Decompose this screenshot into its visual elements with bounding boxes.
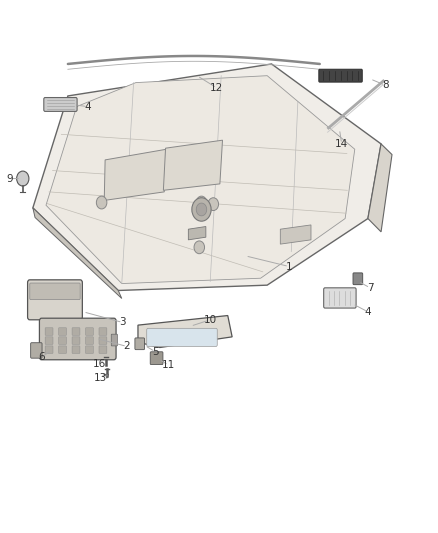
Text: 11: 11 xyxy=(162,360,175,370)
PathPatch shape xyxy=(33,64,381,290)
FancyBboxPatch shape xyxy=(85,328,93,335)
Text: 4: 4 xyxy=(364,307,371,317)
Text: 6: 6 xyxy=(38,352,45,362)
FancyBboxPatch shape xyxy=(59,328,67,335)
FancyBboxPatch shape xyxy=(45,346,53,353)
FancyBboxPatch shape xyxy=(44,98,77,111)
Text: 12: 12 xyxy=(210,83,223,93)
Circle shape xyxy=(196,203,207,216)
FancyBboxPatch shape xyxy=(353,273,363,285)
PathPatch shape xyxy=(188,227,206,240)
FancyBboxPatch shape xyxy=(72,328,80,335)
PathPatch shape xyxy=(46,76,355,284)
Circle shape xyxy=(196,196,207,209)
FancyBboxPatch shape xyxy=(45,337,53,344)
Text: 4: 4 xyxy=(84,102,91,111)
FancyBboxPatch shape xyxy=(59,337,67,344)
Circle shape xyxy=(96,196,107,209)
PathPatch shape xyxy=(104,149,166,200)
PathPatch shape xyxy=(33,208,122,298)
FancyBboxPatch shape xyxy=(150,352,163,365)
Text: 5: 5 xyxy=(152,347,159,357)
Text: 9: 9 xyxy=(6,174,13,183)
FancyBboxPatch shape xyxy=(99,337,107,344)
Circle shape xyxy=(192,198,211,221)
FancyBboxPatch shape xyxy=(99,346,107,353)
FancyBboxPatch shape xyxy=(31,343,42,358)
Circle shape xyxy=(17,171,29,186)
PathPatch shape xyxy=(138,316,232,348)
Text: 8: 8 xyxy=(382,80,389,90)
FancyBboxPatch shape xyxy=(59,346,67,353)
Text: 1: 1 xyxy=(286,262,293,271)
FancyBboxPatch shape xyxy=(99,328,107,335)
Circle shape xyxy=(194,241,205,254)
PathPatch shape xyxy=(368,144,392,232)
FancyBboxPatch shape xyxy=(28,280,82,320)
FancyBboxPatch shape xyxy=(111,334,117,346)
FancyBboxPatch shape xyxy=(319,69,362,82)
FancyBboxPatch shape xyxy=(85,337,93,344)
FancyBboxPatch shape xyxy=(39,318,116,360)
Polygon shape xyxy=(105,374,109,378)
Text: 16: 16 xyxy=(93,359,106,368)
Circle shape xyxy=(208,198,219,211)
FancyBboxPatch shape xyxy=(72,346,80,353)
FancyBboxPatch shape xyxy=(135,338,145,350)
PathPatch shape xyxy=(163,140,223,190)
Text: 7: 7 xyxy=(367,283,374,293)
Text: 13: 13 xyxy=(94,374,107,383)
FancyBboxPatch shape xyxy=(72,337,80,344)
Text: 2: 2 xyxy=(124,342,131,351)
FancyBboxPatch shape xyxy=(85,346,93,353)
Text: 14: 14 xyxy=(335,139,348,149)
Text: 10: 10 xyxy=(204,315,217,325)
PathPatch shape xyxy=(280,225,311,244)
FancyBboxPatch shape xyxy=(30,283,80,300)
FancyBboxPatch shape xyxy=(45,328,53,335)
FancyBboxPatch shape xyxy=(147,328,217,346)
Text: 3: 3 xyxy=(119,318,126,327)
FancyBboxPatch shape xyxy=(324,288,356,308)
